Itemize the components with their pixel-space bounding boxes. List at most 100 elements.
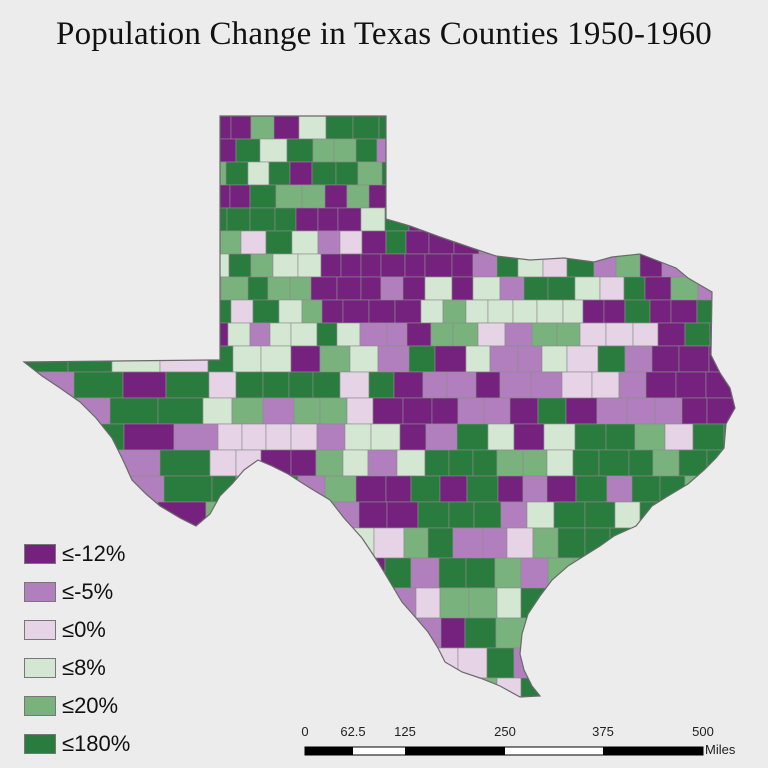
county	[545, 230, 570, 255]
county	[230, 299, 254, 324]
county	[570, 138, 595, 163]
county	[716, 527, 735, 559]
county	[587, 207, 612, 232]
county	[452, 322, 479, 347]
legend-item: ≤-12%	[24, 540, 125, 568]
county	[547, 276, 576, 301]
county	[448, 501, 475, 529]
county	[584, 501, 616, 529]
county	[408, 207, 431, 232]
county	[386, 322, 408, 347]
county	[670, 299, 698, 324]
county	[618, 371, 647, 399]
county	[626, 397, 656, 425]
county	[158, 253, 183, 278]
county	[402, 276, 426, 301]
county	[553, 501, 586, 529]
county	[346, 397, 374, 425]
scale-bar-graphic	[304, 746, 704, 756]
county	[385, 230, 407, 255]
county	[247, 276, 269, 301]
county	[179, 207, 208, 232]
county	[324, 557, 357, 589]
county	[520, 587, 549, 619]
county	[625, 161, 648, 186]
county	[562, 299, 584, 324]
county	[289, 161, 313, 186]
county	[689, 161, 713, 186]
county	[126, 276, 153, 301]
county	[623, 276, 646, 301]
county	[708, 587, 735, 619]
county	[483, 397, 511, 425]
county	[649, 677, 680, 697]
county	[420, 299, 444, 324]
county	[206, 207, 228, 232]
county	[378, 116, 402, 140]
county	[315, 449, 344, 477]
county	[684, 322, 711, 347]
county	[406, 322, 432, 347]
county	[27, 475, 78, 503]
county	[24, 207, 44, 232]
county	[683, 253, 705, 278]
county	[477, 322, 506, 347]
county	[486, 647, 515, 679]
county	[181, 253, 210, 278]
county	[654, 397, 683, 425]
county	[269, 322, 292, 347]
county	[361, 587, 392, 619]
county	[609, 116, 634, 140]
county	[336, 322, 361, 347]
county	[432, 647, 459, 679]
county	[522, 475, 548, 503]
county	[115, 207, 138, 232]
county	[249, 207, 276, 232]
county	[520, 557, 549, 589]
county	[208, 371, 237, 399]
county	[603, 299, 626, 324]
county	[70, 184, 96, 209]
county	[700, 647, 733, 679]
county	[370, 423, 401, 451]
county	[368, 371, 395, 399]
county	[574, 161, 602, 186]
county	[702, 230, 728, 255]
county	[240, 230, 267, 255]
county	[455, 161, 484, 186]
county	[352, 116, 380, 140]
county	[319, 345, 351, 373]
county	[171, 587, 223, 619]
county	[235, 647, 266, 679]
county	[410, 184, 435, 209]
legend-label: ≤0%	[62, 617, 106, 642]
county	[227, 322, 251, 347]
county	[348, 527, 375, 559]
county	[487, 423, 515, 451]
county	[439, 587, 470, 619]
county	[446, 371, 477, 399]
county	[657, 322, 686, 347]
county	[596, 397, 628, 425]
county	[556, 322, 581, 347]
county	[568, 184, 594, 209]
county	[732, 322, 735, 347]
county	[496, 116, 523, 140]
county	[339, 230, 363, 255]
county	[293, 527, 321, 559]
county	[324, 475, 357, 503]
county	[77, 322, 102, 347]
county	[502, 161, 525, 186]
county	[512, 299, 538, 324]
county	[666, 184, 688, 209]
county	[165, 371, 210, 399]
county	[425, 423, 458, 451]
county	[252, 299, 280, 324]
county	[456, 184, 483, 209]
county	[632, 116, 658, 140]
county	[684, 207, 708, 232]
county	[276, 587, 304, 619]
county	[544, 677, 571, 697]
county	[91, 207, 117, 232]
county	[660, 138, 687, 163]
